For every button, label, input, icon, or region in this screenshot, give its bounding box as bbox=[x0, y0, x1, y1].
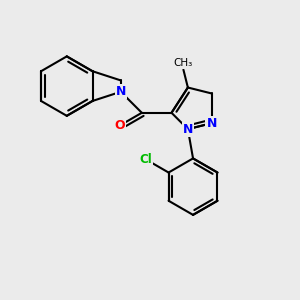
Text: Cl: Cl bbox=[139, 153, 152, 166]
Text: CH₃: CH₃ bbox=[174, 58, 193, 68]
Text: O: O bbox=[115, 119, 125, 132]
Text: N: N bbox=[116, 85, 126, 98]
Text: N: N bbox=[206, 117, 217, 130]
Text: N: N bbox=[183, 123, 193, 136]
